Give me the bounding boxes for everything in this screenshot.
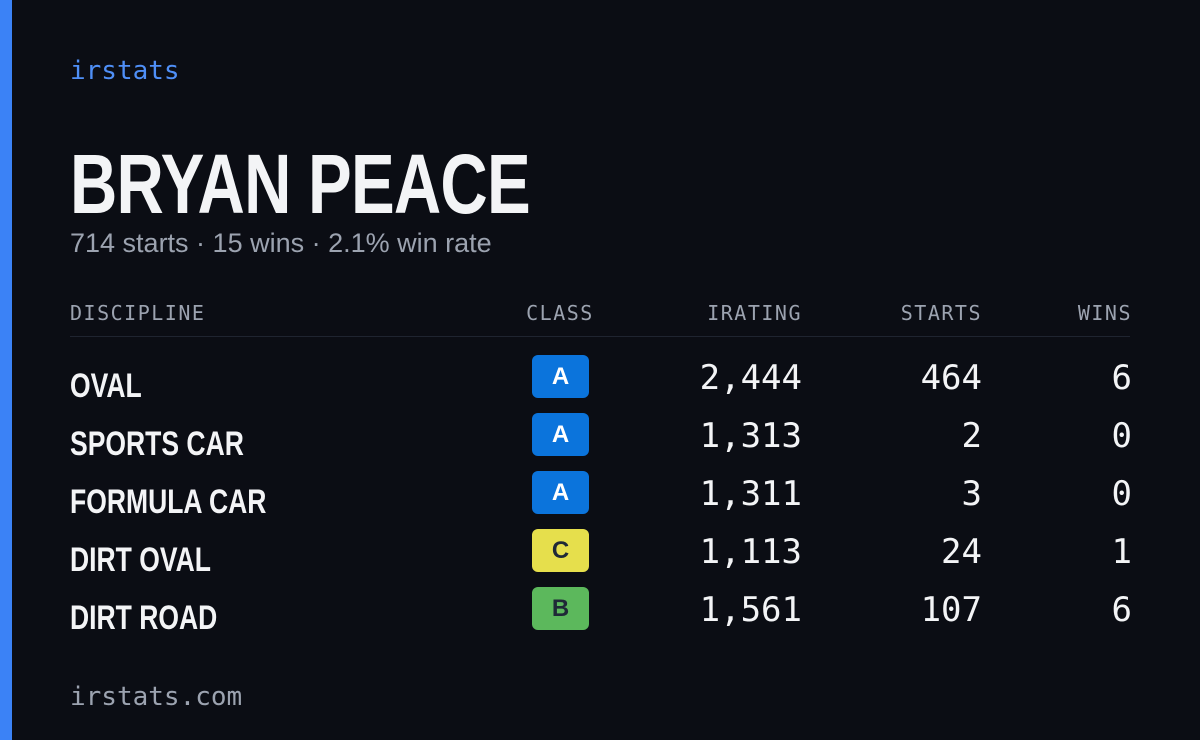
discipline: OVAL xyxy=(70,367,142,405)
starts: 464 xyxy=(920,358,982,398)
irating: 1,311 xyxy=(699,474,802,514)
column-header: CLASS xyxy=(526,301,594,325)
starts: 107 xyxy=(920,590,982,630)
header-rule xyxy=(70,336,1130,337)
wins: 0 xyxy=(1111,416,1132,456)
irating: 1,313 xyxy=(699,416,802,456)
driver-name: BRYAN PEACE xyxy=(70,137,531,231)
discipline: FORMULA CAR xyxy=(70,483,267,521)
wins: 0 xyxy=(1111,474,1132,514)
starts: 2 xyxy=(961,416,982,456)
class-badge: A xyxy=(532,355,589,398)
column-header: STARTS xyxy=(900,301,982,325)
wins: 6 xyxy=(1111,358,1132,398)
column-header: IRATING xyxy=(707,301,802,325)
brand: irstats xyxy=(70,56,180,86)
class-badge: B xyxy=(532,587,589,630)
class-badge: C xyxy=(532,529,589,572)
class-badge: A xyxy=(532,413,589,456)
footer: irstats.com xyxy=(70,682,243,712)
driver-summary: 714 starts · 15 wins · 2.1% win rate xyxy=(70,228,492,258)
irating: 1,561 xyxy=(699,590,802,630)
irating: 1,113 xyxy=(699,532,802,572)
irating: 2,444 xyxy=(699,358,802,398)
discipline: DIRT ROAD xyxy=(70,599,218,637)
accent-bar xyxy=(0,0,12,740)
discipline: SPORTS CAR xyxy=(70,425,244,463)
column-header: DISCIPLINE xyxy=(70,301,206,325)
starts: 24 xyxy=(941,532,982,572)
discipline: DIRT OVAL xyxy=(70,541,211,579)
column-header: WINS xyxy=(1077,301,1132,325)
wins: 6 xyxy=(1111,590,1132,630)
wins: 1 xyxy=(1111,532,1132,572)
starts: 3 xyxy=(961,474,982,514)
class-badge: A xyxy=(532,471,589,514)
